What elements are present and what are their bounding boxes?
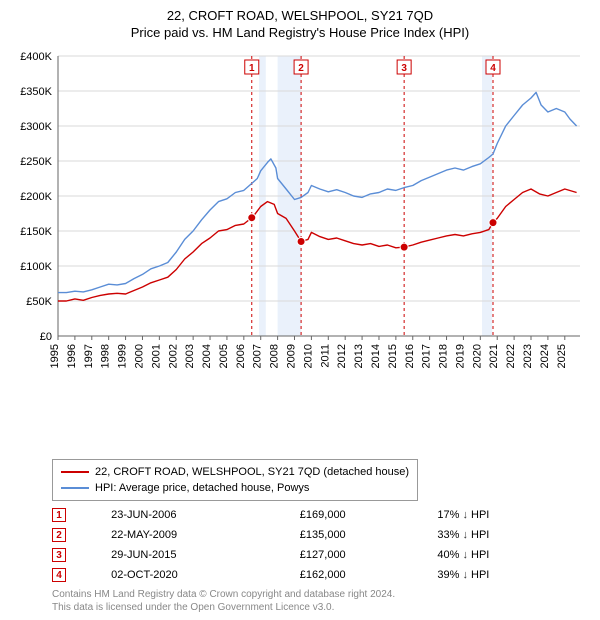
svg-text:2009: 2009 [286, 344, 298, 368]
sale-price: £162,000 [300, 565, 438, 585]
legend-swatch [61, 471, 89, 473]
footer-note: Contains HM Land Registry data © Crown c… [52, 589, 590, 614]
title-block: 22, CROFT ROAD, WELSHPOOL, SY21 7QD Pric… [10, 8, 590, 46]
svg-text:2018: 2018 [438, 344, 450, 368]
sale-delta: 39% ↓ HPI [437, 565, 590, 585]
svg-text:2013: 2013 [353, 344, 365, 368]
legend-row: 22, CROFT ROAD, WELSHPOOL, SY21 7QD (det… [61, 464, 409, 480]
price-chart: £0 £50K £100K £150K £200K £250K £300K £350K £400… [10, 46, 590, 376]
sale-marker-icon: 2 [52, 528, 66, 542]
arrow-down-icon: ↓ [462, 549, 468, 561]
svg-text:2002: 2002 [167, 344, 179, 368]
legend-label: HPI: Average price, detached house, Powy… [95, 482, 309, 494]
sale-date: 29-JUN-2015 [111, 545, 300, 565]
svg-text:2017: 2017 [421, 344, 433, 368]
svg-text:2021: 2021 [488, 344, 500, 368]
svg-text:1997: 1997 [83, 344, 95, 368]
sale-date: 23-JUN-2006 [111, 505, 300, 525]
svg-text:2024: 2024 [539, 344, 551, 368]
footer-line2: This data is licensed under the Open Gov… [52, 602, 590, 615]
sale-marker-cell: 1 [52, 505, 111, 525]
svg-text:2022: 2022 [505, 344, 517, 368]
legend-label: 22, CROFT ROAD, WELSHPOOL, SY21 7QD (det… [95, 466, 409, 478]
sale-date: 02-OCT-2020 [111, 565, 300, 585]
sale-marker-icon: 1 [52, 508, 66, 522]
svg-text:2015: 2015 [387, 344, 399, 368]
svg-text:2: 2 [298, 63, 304, 74]
svg-text:2020: 2020 [471, 344, 483, 368]
title-subtitle: Price paid vs. HM Land Registry's House … [10, 25, 590, 40]
svg-text:1996: 1996 [66, 344, 78, 368]
sale-price: £135,000 [300, 525, 438, 545]
sale-delta: 17% ↓ HPI [437, 505, 590, 525]
svg-text:£200K: £200K [20, 191, 52, 203]
svg-text:1: 1 [249, 63, 255, 74]
legend-row: HPI: Average price, detached house, Powy… [61, 480, 409, 496]
sale-marker-icon: 4 [52, 568, 66, 582]
sale-row: 1 23-JUN-2006£169,00017% ↓ HPI [52, 505, 590, 525]
svg-text:4: 4 [490, 63, 496, 74]
title-address: 22, CROFT ROAD, WELSHPOOL, SY21 7QD [10, 8, 590, 23]
svg-text:2004: 2004 [201, 344, 213, 368]
sale-delta: 40% ↓ HPI [437, 545, 590, 565]
svg-text:£350K: £350K [20, 86, 52, 98]
sale-price: £127,000 [300, 545, 438, 565]
svg-text:2006: 2006 [235, 344, 247, 368]
arrow-down-icon: ↓ [462, 509, 468, 521]
svg-text:1995: 1995 [49, 344, 61, 368]
svg-text:1998: 1998 [100, 344, 112, 368]
sale-delta: 33% ↓ HPI [437, 525, 590, 545]
svg-text:2025: 2025 [556, 344, 568, 368]
sale-price: £169,000 [300, 505, 438, 525]
svg-text:2001: 2001 [150, 344, 162, 368]
svg-text:3: 3 [401, 63, 407, 74]
sales-table: 1 23-JUN-2006£169,00017% ↓ HPI 2 22-MAY-200… [52, 505, 590, 585]
sale-marker-cell: 2 [52, 525, 111, 545]
arrow-down-icon: ↓ [462, 569, 468, 581]
sale-marker-cell: 3 [52, 545, 111, 565]
svg-text:2014: 2014 [370, 344, 382, 368]
sale-marker-cell: 4 [52, 565, 111, 585]
sale-date: 22-MAY-2009 [111, 525, 300, 545]
svg-text:2000: 2000 [133, 344, 145, 368]
legend-swatch [61, 487, 89, 489]
sale-marker-icon: 3 [52, 548, 66, 562]
svg-text:2008: 2008 [269, 344, 281, 368]
svg-text:2016: 2016 [404, 344, 416, 368]
svg-text:2012: 2012 [336, 344, 348, 368]
svg-text:2019: 2019 [454, 344, 466, 368]
svg-text:2007: 2007 [252, 344, 264, 368]
chart-area: £0 £50K £100K £150K £200K £250K £300K £350K £400… [10, 46, 590, 453]
svg-text:2023: 2023 [522, 344, 534, 368]
svg-text:£0: £0 [40, 331, 52, 343]
sale-row: 4 02-OCT-2020£162,00039% ↓ HPI [52, 565, 590, 585]
svg-text:2011: 2011 [319, 344, 331, 368]
svg-text:£50K: £50K [26, 296, 52, 308]
sale-row: 2 22-MAY-2009£135,00033% ↓ HPI [52, 525, 590, 545]
svg-text:2005: 2005 [218, 344, 230, 368]
svg-text:£300K: £300K [20, 121, 52, 133]
svg-text:£150K: £150K [20, 226, 52, 238]
svg-text:1999: 1999 [117, 344, 129, 368]
sale-row: 3 29-JUN-2015£127,00040% ↓ HPI [52, 545, 590, 565]
svg-text:£100K: £100K [20, 261, 52, 273]
svg-text:£400K: £400K [20, 51, 52, 63]
page-container: 22, CROFT ROAD, WELSHPOOL, SY21 7QD Pric… [0, 0, 600, 620]
arrow-down-icon: ↓ [462, 529, 468, 541]
svg-text:2010: 2010 [302, 344, 314, 368]
legend: 22, CROFT ROAD, WELSHPOOL, SY21 7QD (det… [52, 459, 418, 501]
svg-text:£250K: £250K [20, 156, 52, 168]
svg-text:2003: 2003 [184, 344, 196, 368]
footer-line1: Contains HM Land Registry data © Crown c… [52, 589, 590, 602]
